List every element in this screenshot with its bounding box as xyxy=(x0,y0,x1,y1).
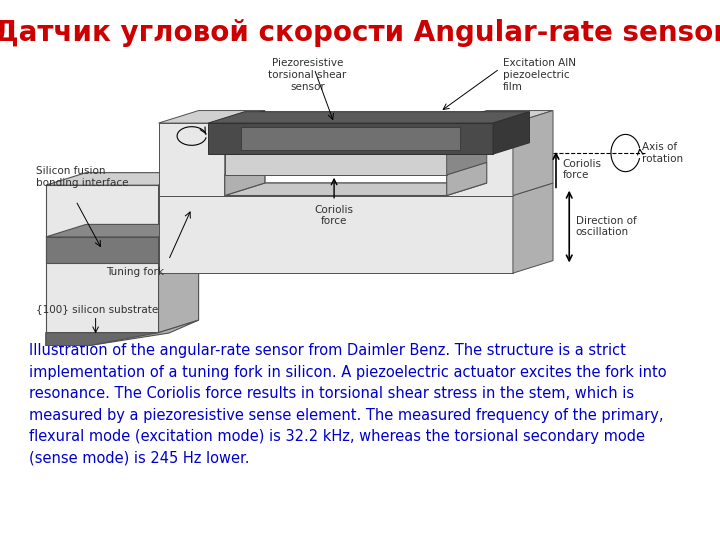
Polygon shape xyxy=(513,111,553,195)
Text: Direction of
oscillation: Direction of oscillation xyxy=(576,216,636,238)
Polygon shape xyxy=(493,112,529,154)
Polygon shape xyxy=(446,111,553,123)
Text: {100} silicon substrate: {100} silicon substrate xyxy=(36,305,158,314)
Polygon shape xyxy=(158,195,513,273)
Text: Датчик угловой скорости Angular-rate sensor: Датчик угловой скорости Angular-rate sen… xyxy=(0,19,720,47)
Text: Tuning fork: Tuning fork xyxy=(107,267,164,277)
Polygon shape xyxy=(158,173,199,333)
Polygon shape xyxy=(208,123,493,154)
Polygon shape xyxy=(446,141,487,175)
Polygon shape xyxy=(158,225,199,263)
Text: Coriolis
force: Coriolis force xyxy=(562,159,602,180)
Polygon shape xyxy=(46,185,158,333)
Polygon shape xyxy=(46,333,158,346)
Polygon shape xyxy=(46,225,199,237)
Polygon shape xyxy=(158,123,225,195)
Text: Axis of
rotation: Axis of rotation xyxy=(642,142,683,164)
Polygon shape xyxy=(225,163,265,195)
Polygon shape xyxy=(225,111,265,195)
Polygon shape xyxy=(225,183,487,195)
Polygon shape xyxy=(46,320,199,346)
Polygon shape xyxy=(241,127,460,150)
Polygon shape xyxy=(208,112,529,123)
Text: Coriolis
force: Coriolis force xyxy=(315,205,354,226)
Polygon shape xyxy=(446,163,487,195)
Polygon shape xyxy=(158,111,265,123)
Polygon shape xyxy=(446,123,513,195)
Text: Piezoresistive
torsional shear
sensor: Piezoresistive torsional shear sensor xyxy=(269,58,347,92)
Text: Excitation AlN
piezoelectric
film: Excitation AlN piezoelectric film xyxy=(503,58,576,92)
Polygon shape xyxy=(46,237,158,263)
Polygon shape xyxy=(225,154,446,175)
Polygon shape xyxy=(513,183,553,273)
Polygon shape xyxy=(158,183,553,195)
Text: Illustration of the angular-rate sensor from Daimler Benz. The structure is a st: Illustration of the angular-rate sensor … xyxy=(29,343,667,466)
Polygon shape xyxy=(46,173,199,185)
Text: Silicon fusion
bonding interface: Silicon fusion bonding interface xyxy=(36,166,128,188)
Polygon shape xyxy=(225,141,487,154)
